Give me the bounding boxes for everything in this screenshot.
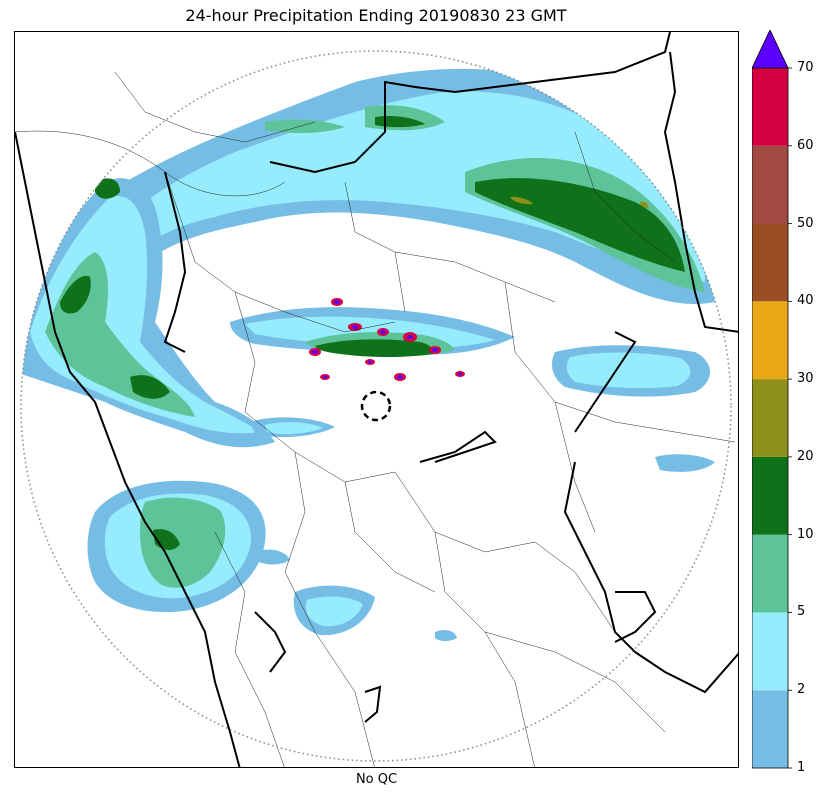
precip-west-dg3 [130, 375, 170, 399]
precip-south-blob3 [435, 630, 457, 641]
convective-cluster [309, 298, 465, 381]
colorbar-tick-label: 60 [797, 137, 814, 153]
colorbar-tick-label: 40 [797, 293, 814, 309]
chart-title: 24-hour Precipitation Ending 20190830 23… [185, 6, 567, 25]
colorbar-segment [752, 456, 788, 535]
colorbar-tick-label: 2 [797, 682, 806, 698]
precip-olive-e2 [640, 201, 649, 208]
colorbar-extend-max [752, 30, 789, 69]
precip-sw-green [140, 497, 226, 588]
colorbar-tick-label: 30 [797, 371, 814, 387]
range-ring [20, 50, 732, 762]
colorbar-segment [752, 612, 788, 691]
colorbar-segment [752, 379, 788, 457]
map-canvas [15, 32, 738, 767]
precip-east-blob [655, 454, 715, 472]
colorbar-segment [752, 301, 788, 380]
colorbar-tick-label: 5 [797, 604, 806, 620]
colorbar-segment [752, 690, 788, 768]
colorbar-graphic [752, 30, 792, 769]
colorbar [752, 30, 792, 770]
precip-layer [21, 68, 715, 641]
colorbar-tick-label: 1 [797, 760, 806, 775]
district-boundaries [15, 71, 736, 767]
colorbar-segment [752, 145, 788, 224]
precip-west-dg1 [60, 275, 91, 314]
colorbar-segment [752, 68, 788, 146]
precipitation-map[interactable] [14, 31, 739, 768]
colorbar-tick-label: 50 [797, 215, 814, 231]
precip-olive-e [510, 196, 533, 205]
colorbar-tick-label: 10 [797, 526, 814, 542]
colorbar-segment [752, 534, 788, 613]
precip-north-cyan [75, 91, 705, 303]
precip-south-blob1c [305, 596, 363, 627]
precip-south-blob2 [255, 549, 290, 565]
precip-mid-blob-c [265, 422, 323, 435]
colorbar-frame [752, 67, 789, 769]
radar-location-marker [360, 390, 392, 422]
precip-east-cyan [566, 352, 691, 389]
precip-central-dg [315, 339, 434, 357]
colorbar-segment [752, 223, 788, 302]
precip-west-dg2 [95, 178, 120, 199]
precip-north-green-w [265, 119, 345, 134]
precip-north-dg-c [375, 115, 425, 128]
colorbar-tick-label: 70 [797, 60, 814, 75]
colorbar-tick-label: 20 [797, 448, 814, 464]
x-axis-label: No QC [355, 772, 398, 787]
state-boundaries [15, 32, 738, 767]
